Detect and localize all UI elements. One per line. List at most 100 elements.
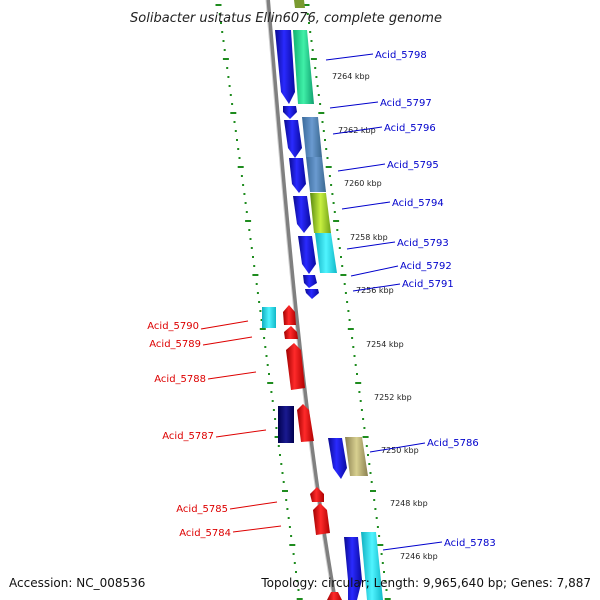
minus-strand-genes (262, 305, 342, 600)
tick-mark (286, 508, 289, 510)
tick-mark (277, 445, 280, 447)
tick-mark (266, 364, 269, 366)
tick-mark (369, 472, 372, 474)
gene-label[interactable]: Acid_5793 (397, 238, 449, 249)
gene-arrow[interactable] (327, 592, 342, 600)
tick-mark (365, 445, 368, 447)
tick-mark (260, 319, 263, 321)
tick-mark (296, 580, 299, 582)
gene-arrow[interactable] (283, 106, 297, 119)
tick-mark (319, 103, 322, 105)
gene-arrow[interactable] (275, 30, 295, 104)
gene-arrow[interactable] (313, 503, 330, 535)
tick-mark (358, 391, 361, 393)
gene-label[interactable]: Acid_5789 (149, 339, 201, 350)
tick-mark (281, 472, 284, 474)
gene-label[interactable]: Acid_5795 (387, 160, 439, 171)
gene-arrow[interactable] (303, 275, 317, 288)
gene-arrow[interactable] (345, 437, 368, 476)
tick-mark (245, 220, 252, 222)
gene-label[interactable]: Acid_5786 (427, 438, 479, 449)
tick-mark (340, 274, 347, 276)
gene-label[interactable]: Acid_5794 (392, 198, 444, 209)
gene-arrow[interactable] (315, 233, 337, 273)
gene-arrow[interactable] (344, 537, 362, 600)
tick-mark (265, 355, 268, 357)
tick-mark (268, 373, 270, 375)
gene-label[interactable]: Acid_5787 (162, 431, 214, 442)
gene-arrow[interactable] (298, 236, 316, 274)
tick-mark (308, 22, 310, 24)
kbp-label: 7250 kbp (381, 446, 419, 455)
gene-arrow[interactable] (293, 196, 311, 233)
tick-mark (240, 175, 243, 177)
gene-arrow[interactable] (293, 30, 314, 104)
gene-arrow[interactable] (310, 193, 331, 233)
gene-arrow[interactable] (310, 487, 324, 502)
tick-mark (293, 562, 296, 564)
gene-arrow[interactable] (294, 0, 305, 8)
tick-mark (287, 517, 290, 519)
tick-mark (275, 427, 278, 429)
tick-mark (223, 49, 226, 51)
gene-arrow[interactable] (361, 532, 383, 600)
gene-arrow[interactable] (328, 438, 347, 479)
tick-mark (236, 139, 238, 141)
gene-label[interactable]: Acid_5791 (402, 279, 454, 290)
gene-arrow[interactable] (305, 289, 319, 299)
tick-mark (355, 382, 362, 384)
tick-mark (258, 301, 261, 303)
tick-mark (347, 310, 350, 312)
tick-mark (314, 67, 317, 69)
tick-mark (295, 571, 297, 573)
tick-mark (309, 31, 312, 33)
tick-mark (311, 49, 314, 51)
gene-label[interactable]: Acid_5784 (179, 528, 231, 539)
tick-mark (321, 121, 324, 123)
tick-mark (255, 283, 258, 285)
tick-mark (237, 148, 240, 150)
gene-label[interactable]: Acid_5797 (380, 98, 432, 109)
tick-mark (360, 409, 363, 411)
gene-arrow[interactable] (278, 406, 294, 443)
tick-mark (238, 157, 241, 159)
gene-arrow[interactable] (297, 404, 314, 442)
gene-arrow[interactable] (302, 117, 322, 157)
tick-mark (231, 103, 234, 105)
gene-arrow[interactable] (284, 120, 302, 158)
gene-arrow[interactable] (262, 307, 276, 328)
gene-label[interactable]: Acid_5788 (154, 374, 206, 385)
gene-arrow[interactable] (289, 158, 306, 193)
gene-label[interactable]: Acid_5783 (444, 538, 496, 549)
gene-label[interactable]: Acid_5798 (375, 50, 427, 61)
gene-arrow[interactable] (283, 305, 296, 325)
tick-mark (256, 292, 259, 294)
tick-mark (332, 202, 335, 204)
gene-label[interactable]: Acid_5790 (147, 321, 199, 332)
gene-arrow[interactable] (284, 326, 298, 339)
gene-label[interactable]: Acid_5796 (384, 123, 436, 134)
tick-mark (333, 211, 336, 213)
gene-label[interactable]: Acid_5792 (400, 261, 452, 272)
tick-mark (347, 328, 354, 330)
kbp-label: 7252 kbp (374, 393, 412, 402)
tick-mark (259, 328, 266, 330)
tick-mark (367, 454, 369, 456)
tick-mark (274, 418, 277, 420)
tick-mark (381, 562, 384, 564)
gene-arrow[interactable] (286, 343, 305, 390)
tick-mark (383, 571, 385, 573)
tick-mark (220, 22, 222, 24)
tick-mark (359, 400, 362, 402)
gene-label[interactable]: Acid_5785 (176, 504, 228, 515)
tick-mark (229, 94, 232, 96)
tick-mark (385, 589, 388, 591)
gene-arrow[interactable] (306, 157, 326, 192)
tick-mark (373, 499, 376, 501)
tick-mark (333, 220, 340, 222)
tick-mark (384, 598, 391, 600)
tick-mark (375, 517, 378, 519)
tick-mark (263, 337, 266, 339)
tick-mark (325, 166, 332, 168)
tick-mark (290, 535, 293, 537)
